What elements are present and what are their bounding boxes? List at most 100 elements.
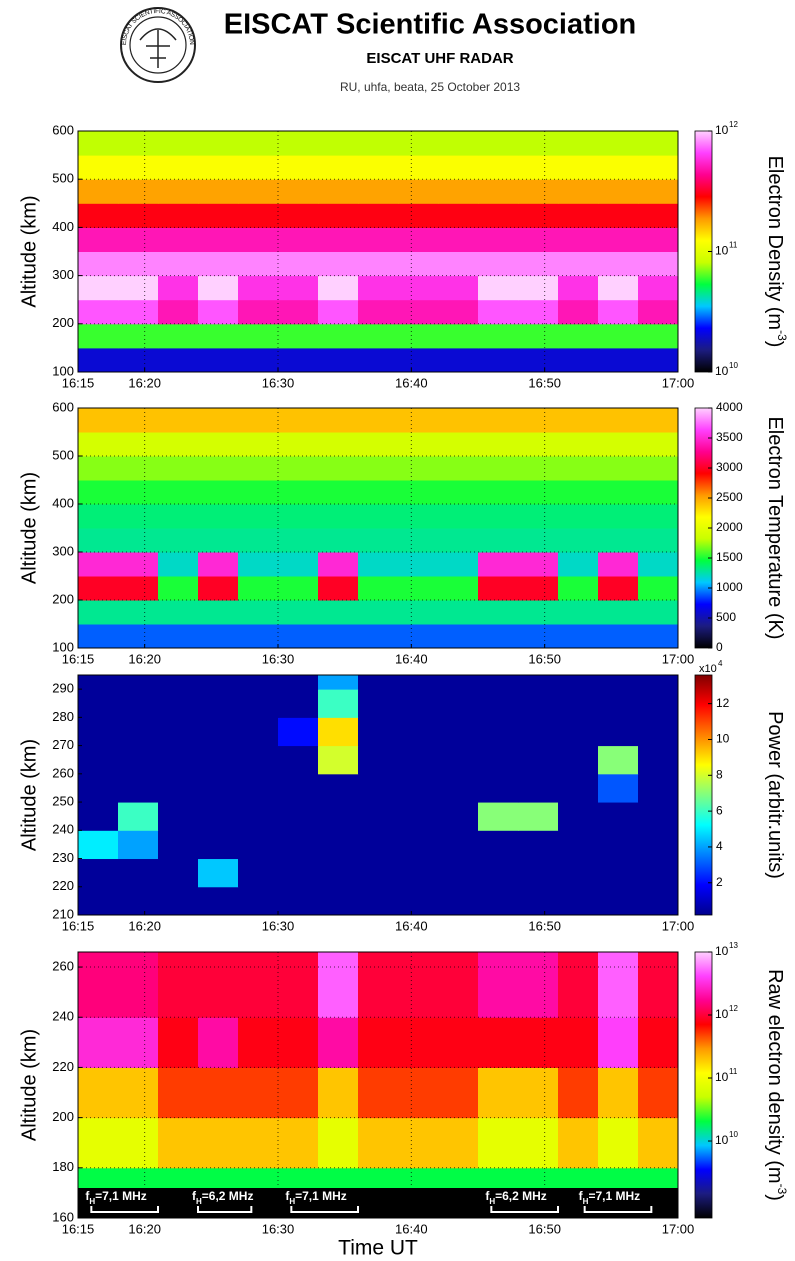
heat-cell [438,480,479,505]
heat-cell [198,773,239,803]
heat-cell [398,528,439,553]
x-tick-label: 16:40 [395,918,428,933]
heat-cell [198,203,239,228]
heat-cell [198,179,239,204]
heat-cell [118,952,159,1018]
heat-cell [158,1117,199,1169]
heat-cell [158,773,199,803]
heat-cell [638,675,679,690]
heat-cell [518,830,559,860]
heat-cell [478,432,519,457]
heat-cell [78,408,119,433]
heat-cell [158,323,199,349]
colorbar-tick-label: 10 [715,944,729,958]
heat-cell [318,323,359,349]
colorbar-tick-label: 8 [716,767,723,781]
heat-cell [278,1117,319,1169]
y-tick-label: 600 [52,399,74,414]
heat-cell [198,504,239,529]
heat-cell [598,745,639,775]
heating-label: fH=7,1 MHz [85,1189,146,1205]
heat-cell [118,717,159,747]
heating-label-text: =6,2 MHz [202,1189,254,1203]
heat-cell [278,773,319,803]
heat-cell [478,1017,519,1068]
heat-cell [598,886,639,916]
colorbar-tick-label: 6 [716,803,723,817]
colorbar [694,951,713,1219]
heat-cell [598,1017,639,1068]
heat-cell [358,773,399,803]
heat-cell [518,155,559,180]
heat-cell [638,227,679,252]
heat-cell [118,504,159,529]
heat-cell [78,858,119,888]
heat-cell [638,1117,679,1169]
heat-cell [278,576,319,601]
heating-span [490,1206,559,1213]
heat-cell [198,347,239,373]
heat-cell [398,600,439,625]
heat-cell [478,552,519,577]
heat-cell [118,528,159,553]
heat-cell [318,858,359,888]
heat-cell [438,347,479,373]
heat-cell [638,1017,679,1068]
heat-cell [318,717,359,747]
heat-cell [558,275,599,301]
heat-cell [438,203,479,228]
y-tick-label: 260 [52,958,74,973]
panel: 160 180 200 220 240 260 16:15 16:20 16:30 16:40 16… [18,941,789,1259]
heat-cell [78,886,119,916]
colorbar-label-exponent: -3 [775,330,789,341]
heat-cell [398,773,439,803]
heat-cell [198,689,239,718]
heat-cell [158,717,199,747]
colorbar-unit-exponent: 4 [718,659,723,668]
heat-cell [278,480,319,505]
colorbar-label: Power (arbitr.units) [764,711,786,879]
heat-cell [198,745,239,775]
heat-cell [78,600,119,625]
header-info: RU, uhfa, beata, 25 October 2013 [340,80,520,94]
heat-cell [478,689,519,718]
heat-cell [318,155,359,180]
colorbar-label-exponent: -3 [775,1184,789,1195]
heat-cell [318,830,359,860]
colorbar-tick-exponent: 10 [729,361,738,370]
y-tick-label: 220 [52,1059,74,1074]
heat-cell [278,745,319,775]
heat-cell [358,528,399,553]
heating-label-sub: H [196,1197,202,1206]
heat-cell [118,830,159,860]
heat-cell [478,773,519,803]
heat-cell [398,576,439,601]
heat-cell [638,689,679,718]
heat-cell [318,251,359,277]
colorbar-tick-label: 10 [716,732,730,746]
colorbar-label-text: Electron Temperature (K) [764,416,786,639]
heating-label-text: =7,1 MHz [95,1189,147,1203]
heat-cell [278,408,319,433]
heat-cell [558,323,599,349]
heat-cell [398,745,439,775]
heat-cell [638,1067,679,1119]
y-tick-label: 300 [52,267,74,282]
heat-cell [478,600,519,625]
heat-cell [518,299,559,325]
heat-cell [318,576,359,601]
heat-cell [638,432,679,457]
heat-cell [518,1117,559,1169]
colorbar-tick-label: 3000 [716,460,743,474]
heat-cell [78,155,119,180]
heat-cell [118,323,159,349]
heat-cell [238,624,279,649]
heat-cell [278,1017,319,1068]
heat-cell [478,275,519,301]
heat-cell [278,456,319,481]
heat-cell [118,299,159,325]
heat-cell [318,456,359,481]
heat-cell [318,600,359,625]
heat-cell [158,155,199,180]
